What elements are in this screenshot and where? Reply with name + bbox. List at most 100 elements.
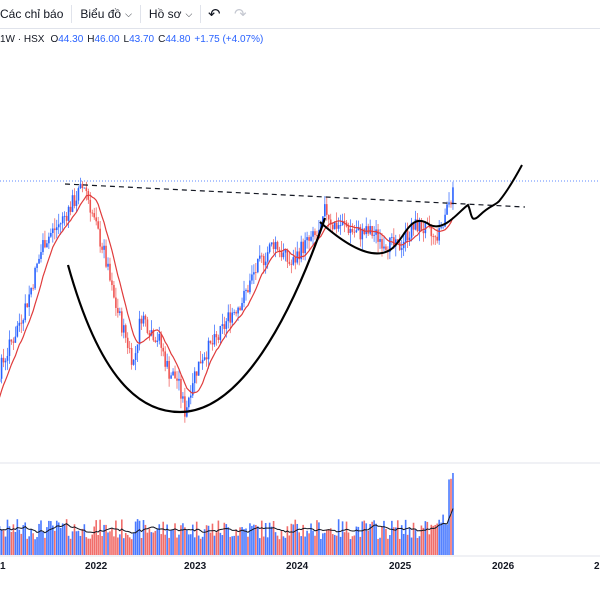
volume-bar [339,536,342,555]
volume-bar [359,536,362,555]
candle-body [111,280,113,286]
candle-body [290,263,293,265]
candle-body [164,351,166,367]
candle-body [324,204,326,217]
x-tick: 2022 [85,561,108,572]
volume-bar [347,532,350,555]
candle-body [103,245,105,250]
volume-bar [377,538,379,555]
volume-bar [203,529,206,555]
volume-bar [389,535,391,555]
candle-body [91,212,94,214]
volume-bar [130,539,133,555]
candle-body [154,340,157,342]
candle-body [18,322,21,326]
low-key: L [123,33,130,45]
volume-bar [276,535,279,555]
volume-bar [172,529,174,555]
candle-body [292,257,295,265]
volume-bar [97,534,99,555]
volume-bar [422,527,425,555]
volume-bar [105,524,107,555]
redo-button[interactable]: ↷ [227,0,253,28]
candle-body [67,206,70,221]
volume-bar [48,520,50,555]
volume-bar [369,524,371,555]
candle-body [71,195,74,212]
candle-body [337,225,340,229]
volume-bar [274,532,277,555]
volume-bar [46,527,48,555]
candle-body [286,249,289,262]
x-axis: 1 2022 2023 2024 2025 2026 2 [0,561,600,572]
candle-body [420,220,423,232]
volume-bar [28,536,30,555]
candle-body [217,337,220,340]
x-tick: 2024 [286,561,309,572]
volume-bar [365,523,368,555]
candle-body [130,348,133,365]
candle-body [223,324,226,329]
volume-bar [324,532,326,555]
volume-bar [12,524,15,555]
volume-bar [89,538,92,555]
volume-bar [426,521,429,555]
candle-body [257,258,259,273]
volume-bar [304,536,306,555]
candle-body [359,226,362,240]
candle-body [162,347,165,352]
candle-body [83,187,86,189]
volume-bar [211,523,214,555]
volume-bar [284,537,287,555]
volume-bar [101,536,103,555]
candle-body [93,213,96,218]
candle-body [126,337,129,348]
volume-bar [326,529,328,555]
volume-bar [446,524,448,555]
low-value: 43.70 [129,33,155,45]
volume-bar [296,523,299,555]
candle-body [79,183,82,189]
handle-curve [319,164,523,255]
volume-bar [430,524,433,555]
volume-bar [333,534,336,555]
candle-body [357,226,360,231]
volume-bar [180,525,182,555]
volume-bar [280,531,283,555]
candle-body [369,226,371,234]
volume-bar [318,522,320,555]
volume-bar [223,522,226,555]
candle-body [215,334,218,338]
candle-body [276,241,279,250]
volume-bar [308,533,310,555]
volume-bar [142,520,145,555]
candle-body [306,237,308,241]
volume-bar [398,538,401,555]
high-key: H [87,33,95,45]
candle-body [61,216,64,224]
candle-body [452,187,454,205]
candle-body [146,319,149,334]
candle-body [377,229,379,242]
volume-bar [83,524,86,555]
candle-body [134,353,137,360]
candle-body [128,347,131,349]
candle-body [442,226,444,228]
volume-bar [329,528,332,555]
indicators-button[interactable]: Các chỉ báo [0,0,71,28]
ohlc-legend: 1W · HSX O 44.30 H 46.00 L 43.70 C 44.80 +1.… [0,31,267,47]
candle-body [444,214,446,227]
chart-type-button[interactable]: Biểu đồ ⌵ [72,0,140,28]
profile-button[interactable]: Hồ sơ ⌵ [141,0,200,28]
candle-body [288,261,291,264]
volume-bar [199,538,202,555]
volume-bar [290,523,293,555]
undo-button[interactable]: ↶ [201,0,227,28]
volume-bar [243,529,245,555]
volume-bar [355,526,358,555]
symbol-label[interactable]: 1W · HSX [0,33,45,45]
volume-bar [310,523,312,555]
high-value: 46.00 [94,33,120,45]
volume-bar [160,534,163,555]
